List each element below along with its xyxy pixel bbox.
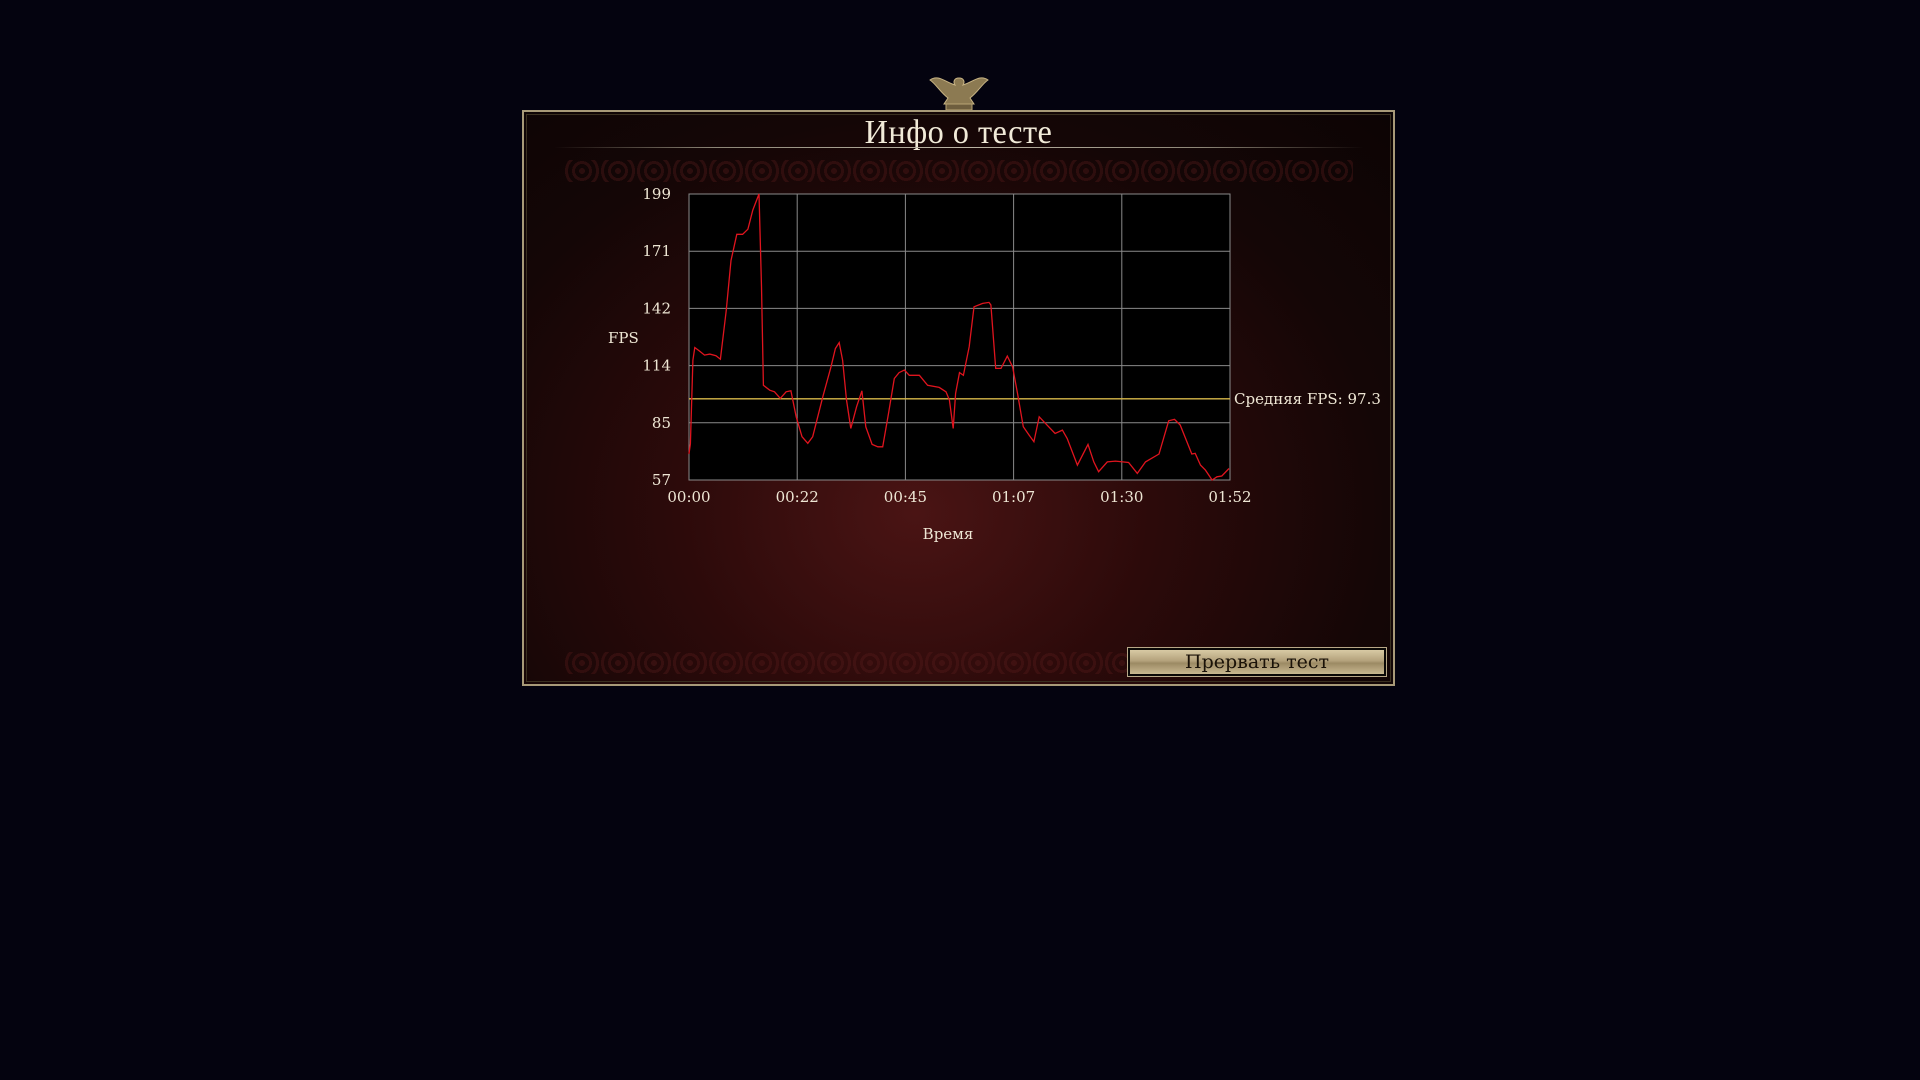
stop-test-button[interactable]: Прервать тест — [1127, 647, 1387, 677]
eagle-emblem-icon — [929, 77, 989, 111]
test-info-dialog: Инфо о тесте — [522, 110, 1395, 686]
ornament-band-top — [564, 160, 1353, 182]
dialog-title: Инфо о тесте — [864, 114, 1053, 151]
title-divider — [554, 147, 1363, 148]
